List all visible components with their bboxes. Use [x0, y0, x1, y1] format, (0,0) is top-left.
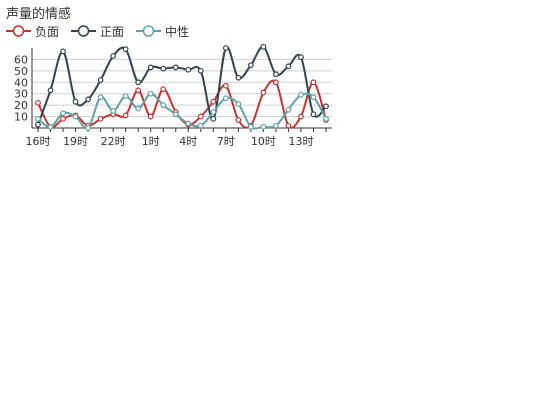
series-line-1	[37, 45, 327, 125]
data-point-series-2	[247, 123, 254, 130]
y-tick-label: 50	[14, 65, 28, 78]
legend-label-positive: 正面	[100, 24, 125, 39]
data-point-series-2	[310, 94, 317, 101]
legend-line-circle-icon	[6, 25, 31, 37]
data-point-series-1	[260, 43, 267, 50]
y-tick-label: 40	[14, 76, 28, 89]
legend-line-circle-icon	[136, 25, 162, 37]
data-point-series-2	[72, 113, 79, 120]
data-point-series-0	[273, 79, 279, 86]
data-point-series-1	[35, 121, 41, 128]
data-point-series-1	[323, 103, 329, 110]
data-point-series-2	[160, 102, 167, 109]
data-point-series-2	[60, 110, 66, 117]
data-point-series-2	[260, 123, 267, 130]
data-point-series-1	[172, 64, 179, 71]
data-point-series-0	[285, 122, 292, 129]
x-tick-label: 7时	[217, 135, 235, 148]
legend-line-circle-icon	[71, 25, 97, 37]
data-point-series-2	[110, 107, 117, 114]
data-point-series-1	[273, 71, 279, 78]
chart-legend: 负面 正面 中性	[6, 22, 201, 40]
data-point-series-2	[122, 93, 129, 99]
legend-label-neutral: 中性	[165, 24, 190, 39]
legend-item-negative[interactable]: 负面	[6, 23, 59, 40]
data-point-series-2	[323, 115, 329, 122]
y-tick-label: 30	[14, 88, 28, 101]
data-point-series-2	[222, 95, 229, 102]
data-point-series-0	[298, 113, 304, 120]
data-point-series-0	[97, 115, 104, 122]
chart-title: 声量的情感	[6, 7, 72, 22]
data-point-series-1	[247, 62, 254, 69]
data-point-series-1	[298, 54, 304, 61]
data-point-series-0	[135, 87, 142, 94]
data-point-series-2	[97, 94, 104, 101]
x-tick-label: 22时	[101, 135, 126, 148]
data-point-series-0	[122, 112, 129, 119]
data-point-series-1	[285, 63, 292, 70]
legend-item-neutral[interactable]: 中性	[136, 23, 189, 40]
data-point-series-1	[85, 96, 91, 103]
data-point-series-1	[97, 77, 104, 83]
data-point-series-1	[310, 111, 317, 118]
data-point-series-0	[235, 117, 242, 123]
data-point-series-1	[135, 79, 142, 86]
y-tick-label: 60	[14, 53, 28, 66]
data-point-series-2	[235, 101, 242, 107]
legend-label-negative: 负面	[35, 24, 60, 39]
x-tick-label: 16时	[26, 135, 51, 148]
data-point-series-2	[197, 122, 204, 129]
data-point-series-1	[160, 65, 167, 72]
x-tick-label: 1时	[142, 135, 160, 148]
data-point-series-0	[210, 98, 217, 105]
data-point-series-0	[197, 113, 204, 120]
data-point-series-2	[135, 105, 142, 112]
data-point-series-2	[147, 90, 154, 97]
data-point-series-2	[35, 115, 41, 122]
data-point-series-1	[122, 46, 129, 53]
data-point-series-0	[310, 79, 317, 86]
data-point-series-1	[47, 87, 54, 94]
data-point-series-1	[222, 45, 229, 51]
data-point-series-0	[222, 82, 229, 89]
data-point-series-1	[147, 64, 154, 71]
data-point-series-1	[197, 67, 204, 74]
data-point-series-0	[35, 99, 41, 106]
data-point-series-0	[147, 113, 154, 120]
data-point-series-2	[285, 106, 292, 113]
data-point-series-2	[47, 123, 54, 130]
x-tick-label: 19时	[63, 135, 88, 148]
data-point-series-1	[185, 66, 192, 73]
data-point-series-1	[110, 53, 117, 59]
data-point-series-1	[60, 48, 66, 55]
x-tick-label: 10时	[251, 135, 276, 148]
data-point-series-2	[85, 125, 91, 131]
data-point-series-1	[235, 74, 242, 81]
data-point-series-2	[210, 109, 217, 115]
data-point-series-1	[72, 98, 79, 105]
data-point-series-0	[60, 115, 66, 122]
x-tick-label: 4时	[179, 135, 197, 148]
data-point-series-0	[160, 86, 167, 93]
sentiment-chart: 10 20 30 40 50 60 16时 19时 22时 1时 4时 7时 10时 13时 声量的情感 …	[0, 0, 345, 160]
y-tick-label: 20	[14, 99, 28, 112]
data-point-series-1	[210, 115, 217, 122]
data-point-series-0	[260, 89, 267, 96]
data-point-series-2	[298, 91, 304, 98]
data-point-series-2	[172, 111, 179, 118]
legend-item-positive[interactable]: 正面	[71, 23, 124, 40]
data-point-series-2	[273, 122, 279, 129]
data-point-series-2	[185, 120, 192, 127]
y-tick-label: 10	[14, 111, 28, 124]
x-tick-label: 13时	[288, 135, 313, 148]
